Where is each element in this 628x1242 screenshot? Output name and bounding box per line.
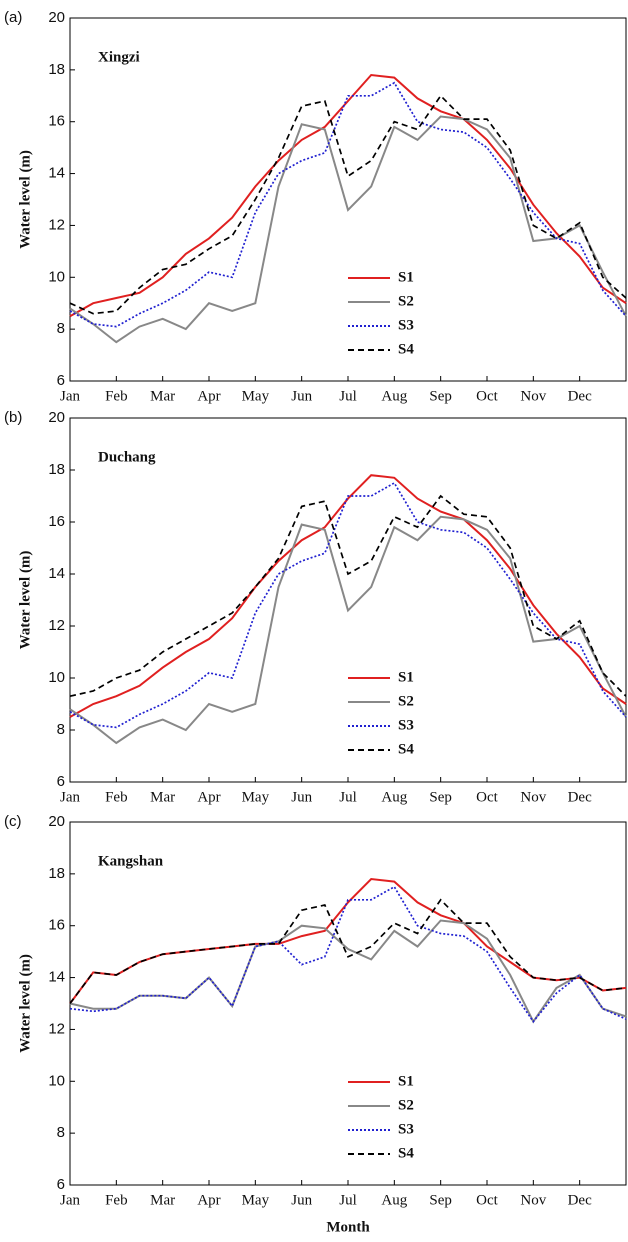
x-tick-label: Dec xyxy=(568,388,592,404)
legend-label: S3 xyxy=(398,317,414,333)
station-name: Duchang xyxy=(98,449,156,465)
x-tick-label: Aug xyxy=(381,388,407,404)
legend-label: S3 xyxy=(398,717,414,733)
x-tick-label: Jun xyxy=(291,789,312,805)
x-tick-label: Jan xyxy=(60,1192,80,1208)
y-tick-label: 20 xyxy=(48,409,65,426)
x-tick-label: Jan xyxy=(60,789,80,805)
y-tick-label: 14 xyxy=(48,165,65,182)
x-tick-label: Mar xyxy=(150,1192,175,1208)
line-s1 xyxy=(69,877,627,1005)
y-tick-label: 16 xyxy=(48,513,65,530)
x-tick-label: Apr xyxy=(197,1192,220,1208)
x-tick-label: Feb xyxy=(105,1192,128,1208)
y-tick-label: 6 xyxy=(57,372,65,389)
x-tick-label: May xyxy=(242,789,270,805)
panel-label: (c) xyxy=(4,813,22,830)
line-s1 xyxy=(69,73,627,318)
line-s2 xyxy=(69,919,627,1024)
line-s2 xyxy=(69,115,627,344)
line-s4 xyxy=(69,898,627,1005)
plot-frame xyxy=(69,417,627,783)
y-tick-label: 16 xyxy=(48,113,65,130)
legend-label: S1 xyxy=(398,669,414,685)
panel-label: (b) xyxy=(4,409,22,426)
x-tick-label: Feb xyxy=(105,388,128,404)
y-tick-label: 18 xyxy=(48,61,65,78)
line-s3 xyxy=(69,81,627,328)
line-s2 xyxy=(69,515,627,745)
x-tick-label: Nov xyxy=(520,789,546,805)
y-tick-label: 14 xyxy=(48,969,65,986)
x-tick-label: May xyxy=(242,388,270,404)
y-tick-label: 6 xyxy=(57,1176,65,1193)
y-tick-label: 10 xyxy=(48,268,65,285)
line-s3 xyxy=(69,481,627,729)
legend-label: S2 xyxy=(398,1097,414,1113)
y-tick-label: 12 xyxy=(48,617,65,634)
x-tick-label: Dec xyxy=(568,1192,592,1208)
line-s4 xyxy=(69,494,627,698)
panel-label: (a) xyxy=(4,9,22,26)
x-tick-label: Sep xyxy=(429,1192,452,1208)
x-tick-label: Mar xyxy=(150,388,175,404)
y-tick-label: 8 xyxy=(57,721,65,738)
x-tick-label: Oct xyxy=(476,388,498,404)
line-s3 xyxy=(69,885,627,1024)
x-tick-label: Oct xyxy=(476,789,498,805)
station-name: Kangshan xyxy=(98,853,164,869)
y-tick-label: 18 xyxy=(48,865,65,882)
x-tick-label: Aug xyxy=(381,1192,407,1208)
line-s1 xyxy=(69,474,627,718)
station-name: Xingzi xyxy=(98,49,140,65)
y-axis-label: Water level (m) xyxy=(17,150,33,249)
legend-label: S4 xyxy=(398,741,414,757)
x-tick-label: Nov xyxy=(520,1192,546,1208)
y-tick-label: 10 xyxy=(48,1072,65,1089)
x-tick-label: Sep xyxy=(429,789,452,805)
y-axis-label: Water level (m) xyxy=(17,954,33,1053)
legend-label: S3 xyxy=(398,1121,414,1137)
x-tick-label: Apr xyxy=(197,388,220,404)
x-tick-label: Aug xyxy=(381,789,407,805)
x-tick-label: Jun xyxy=(291,1192,312,1208)
legend-label: S2 xyxy=(398,293,414,309)
x-tick-label: Jan xyxy=(60,388,80,404)
x-tick-label: Mar xyxy=(150,789,175,805)
x-tick-label: Sep xyxy=(429,388,452,404)
y-tick-label: 8 xyxy=(57,320,65,337)
x-tick-label: Apr xyxy=(197,789,220,805)
legend-label: S1 xyxy=(398,1073,414,1089)
y-tick-label: 12 xyxy=(48,216,65,233)
legend-label: S4 xyxy=(398,1145,414,1161)
y-tick-label: 18 xyxy=(48,461,65,478)
legend-label: S4 xyxy=(398,341,414,357)
x-tick-label: Jun xyxy=(291,388,312,404)
x-tick-label: Jul xyxy=(339,388,357,404)
x-tick-label: Jul xyxy=(339,789,357,805)
y-tick-label: 8 xyxy=(57,1124,65,1141)
y-tick-label: 20 xyxy=(48,813,65,830)
x-tick-label: Oct xyxy=(476,1192,498,1208)
y-tick-label: 12 xyxy=(48,1020,65,1037)
x-tick-label: May xyxy=(242,1192,270,1208)
x-tick-label: Nov xyxy=(520,388,546,404)
y-tick-label: 10 xyxy=(48,669,65,686)
legend-label: S2 xyxy=(398,693,414,709)
y-tick-label: 6 xyxy=(57,773,65,790)
y-axis-label: Water level (m) xyxy=(17,551,33,650)
legend-label: S1 xyxy=(398,269,414,285)
x-tick-label: Dec xyxy=(568,789,592,805)
x-tick-label: Feb xyxy=(105,789,128,805)
y-tick-label: 16 xyxy=(48,917,65,934)
x-tick-label: Jul xyxy=(339,1192,357,1208)
y-tick-label: 20 xyxy=(48,9,65,26)
line-s4 xyxy=(69,94,627,315)
x-axis-label: Month xyxy=(326,1219,370,1235)
y-tick-label: 14 xyxy=(48,565,65,582)
